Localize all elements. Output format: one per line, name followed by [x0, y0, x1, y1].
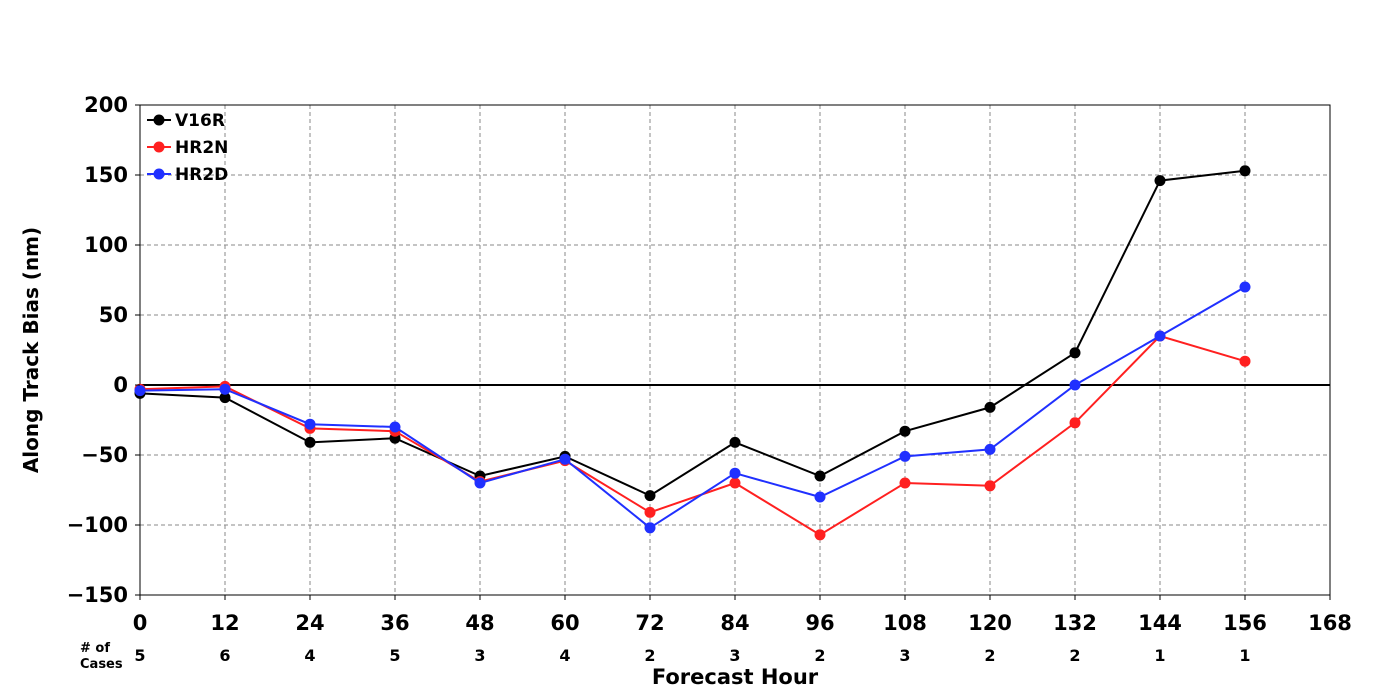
x-tick-label: 48 — [465, 611, 494, 635]
data-point-hr2d — [814, 491, 826, 503]
x-tick-label: 144 — [1138, 611, 1182, 635]
case-count: 4 — [304, 646, 315, 665]
data-point-hr2n — [814, 529, 826, 541]
y-tick-label: 50 — [99, 303, 128, 327]
data-point-v16r — [1239, 165, 1251, 177]
x-tick-label: 0 — [133, 611, 148, 635]
x-tick-label: 24 — [295, 611, 324, 635]
data-point-hr2d — [644, 522, 656, 534]
data-point-hr2n — [729, 477, 741, 489]
case-count: 2 — [644, 646, 655, 665]
case-count: 3 — [729, 646, 740, 665]
y-tick-label: 200 — [84, 93, 128, 117]
data-point-hr2d — [1239, 281, 1251, 293]
case-count: 2 — [984, 646, 995, 665]
data-point-hr2d — [1069, 379, 1081, 391]
data-point-v16r — [644, 490, 656, 502]
y-tick-label: −100 — [67, 513, 128, 537]
data-point-v16r — [984, 401, 996, 413]
case-count: 1 — [1154, 646, 1165, 665]
series-layer — [134, 165, 1251, 541]
grid — [140, 105, 1330, 595]
x-tick-label: 12 — [210, 611, 239, 635]
x-tick-label: 132 — [1053, 611, 1097, 635]
data-point-hr2n — [984, 480, 996, 492]
data-point-hr2d — [389, 421, 401, 433]
legend-marker-hr2d — [153, 168, 165, 180]
case-count: 4 — [559, 646, 570, 665]
case-count: 2 — [1069, 646, 1080, 665]
data-point-hr2d — [899, 450, 911, 462]
y-tick-label: −150 — [67, 583, 128, 607]
data-point-hr2n — [644, 506, 656, 518]
case-count: 5 — [134, 646, 145, 665]
data-point-hr2n — [899, 477, 911, 489]
x-axis-ticks: 0 12 24 36 48 60 72 84 96 108 120 132 144 156 168 — [133, 595, 1352, 635]
data-point-v16r — [304, 436, 316, 448]
x-tick-label: 168 — [1308, 611, 1352, 635]
data-point-v16r — [814, 470, 826, 482]
x-tick-label: 120 — [968, 611, 1012, 635]
x-tick-label: 108 — [883, 611, 927, 635]
data-point-v16r — [899, 425, 911, 437]
data-point-v16r — [1154, 175, 1166, 187]
x-tick-label: 156 — [1223, 611, 1267, 635]
data-point-hr2d — [134, 385, 146, 397]
data-point-v16r — [729, 436, 741, 448]
cases-label: # of Cases — [80, 641, 123, 672]
y-tick-label: 0 — [113, 373, 128, 397]
case-count: 3 — [899, 646, 910, 665]
y-tick-label: −50 — [81, 443, 128, 467]
data-point-hr2d — [219, 383, 231, 395]
legend-label-hr2n: HR2N — [175, 138, 228, 158]
case-count: 5 — [389, 646, 400, 665]
data-point-hr2d — [984, 443, 996, 455]
series-line-v16r — [139, 169, 1246, 497]
case-count: 2 — [814, 646, 825, 665]
y-tick-label: 100 — [84, 233, 128, 257]
x-tick-label: 72 — [635, 611, 664, 635]
y-tick-label: 150 — [84, 163, 128, 187]
legend: V16R HR2N HR2D — [147, 111, 228, 185]
legend-marker-v16r — [153, 114, 165, 126]
data-point-hr2n — [1239, 355, 1251, 367]
data-point-hr2d — [304, 418, 316, 430]
data-point-hr2d — [1154, 330, 1166, 342]
case-count: 3 — [474, 646, 485, 665]
case-count: 1 — [1239, 646, 1250, 665]
data-point-hr2d — [474, 477, 486, 489]
data-point-hr2n — [1069, 417, 1081, 429]
y-axis-label: Along Track Bias (nm) — [19, 227, 43, 473]
data-point-v16r — [1069, 347, 1081, 359]
x-tick-label: 60 — [550, 611, 579, 635]
case-count: 6 — [219, 646, 230, 665]
series-line-hr2n — [139, 334, 1246, 536]
legend-marker-hr2n — [153, 141, 165, 153]
series-line-hr2d — [139, 286, 1246, 530]
legend-label-v16r: V16R — [175, 111, 225, 131]
x-axis-label: Forecast Hour — [652, 665, 819, 689]
x-tick-label: 36 — [380, 611, 409, 635]
legend-label-hr2d: HR2D — [175, 165, 228, 185]
data-point-hr2d — [559, 453, 571, 465]
data-point-v16r — [219, 392, 231, 404]
x-tick-label: 96 — [805, 611, 834, 635]
y-axis-ticks: −150 −100 −50 0 50 100 150 200 — [67, 93, 140, 607]
x-tick-label: 84 — [720, 611, 749, 635]
cases-row: # of Cases 5 6 4 5 3 4 2 3 2 3 2 2 1 1 — [80, 641, 1251, 672]
data-point-hr2d — [729, 467, 741, 479]
